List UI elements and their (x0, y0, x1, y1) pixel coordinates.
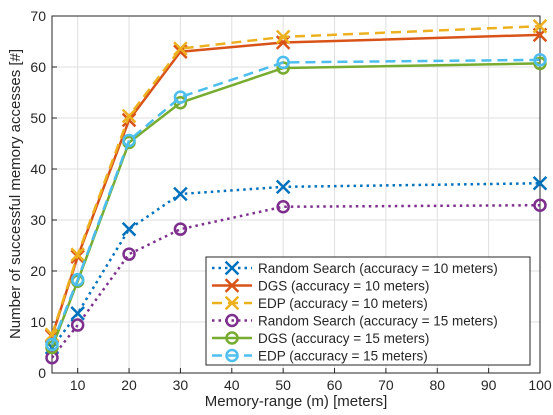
legend-label: Random Search (accuracy = 10 meters) (258, 261, 498, 276)
x-tick-label: 10 (70, 377, 86, 393)
y-tick-label: 10 (30, 314, 46, 330)
x-tick-label: 90 (481, 377, 497, 393)
x-axis-label: Memory-range (m) [meters] (205, 393, 388, 410)
x-tick-label: 60 (327, 377, 343, 393)
x-tick-label: 20 (121, 377, 137, 393)
x-tick-label: 40 (224, 377, 240, 393)
legend-label: DGS (accuracy = 10 meters) (258, 279, 429, 294)
legend: Random Search (accuracy = 10 meters) DGS … (206, 257, 530, 365)
y-tick-label: 30 (30, 212, 46, 228)
y-tick-label: 40 (30, 161, 46, 177)
y-tick-label: 0 (38, 365, 46, 381)
legend-label: EDP (accuracy = 10 meters) (258, 296, 428, 311)
y-tick-label: 60 (30, 59, 46, 75)
x-tick-label: 100 (528, 377, 552, 393)
x-tick-label: 70 (378, 377, 394, 393)
x-tick-label: 30 (173, 377, 189, 393)
x-tick-label: 80 (429, 377, 445, 393)
y-axis-label: Number of successful memory accesses [#] (7, 49, 24, 339)
y-tick-label: 50 (30, 110, 46, 126)
legend-label: EDP (accuracy = 15 meters) (258, 349, 428, 364)
x-tick-label: 50 (275, 377, 291, 393)
y-tick-label: 20 (30, 263, 46, 279)
legend-label: Random Search (accuracy = 15 meters) (258, 314, 498, 329)
y-tick-label: 70 (30, 8, 46, 24)
legend-label: DGS (accuracy = 15 meters) (258, 331, 429, 346)
